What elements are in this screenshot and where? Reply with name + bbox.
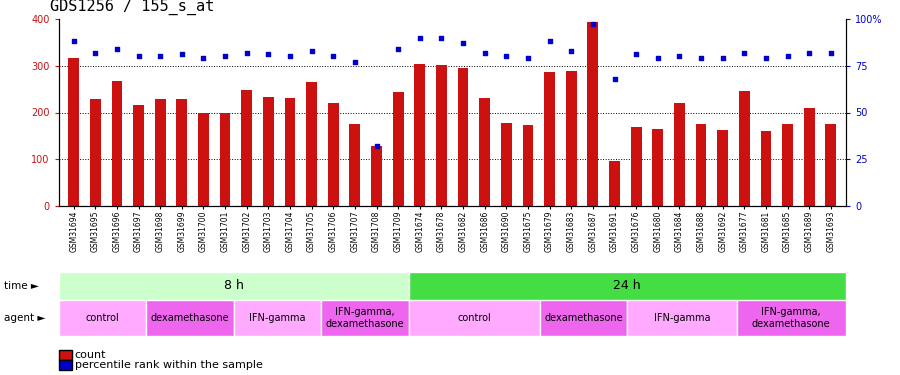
Point	[500, 53, 514, 59]
Point	[651, 55, 665, 61]
Text: time ►: time ►	[4, 281, 39, 291]
Bar	[458, 68, 469, 206]
Point	[716, 55, 730, 61]
Text: GDS1256 / 155_s_at: GDS1256 / 155_s_at	[50, 0, 214, 15]
Bar	[146, 300, 233, 336]
Point	[434, 34, 448, 40]
Bar	[782, 124, 793, 206]
Point	[564, 48, 579, 54]
Text: percentile rank within the sample: percentile rank within the sample	[75, 360, 263, 370]
Bar	[674, 103, 685, 206]
Bar	[652, 129, 663, 206]
Text: IFN-gamma: IFN-gamma	[249, 313, 305, 323]
Bar	[436, 65, 446, 206]
Bar	[90, 99, 101, 206]
Bar	[306, 82, 317, 206]
Bar	[480, 98, 491, 206]
Bar	[739, 91, 750, 206]
Point	[239, 50, 254, 55]
Bar	[825, 124, 836, 206]
Point	[824, 50, 838, 55]
Bar	[263, 97, 274, 206]
Bar	[631, 127, 642, 206]
Point	[326, 53, 340, 59]
Bar	[68, 58, 79, 206]
Bar	[717, 130, 728, 206]
Point	[802, 50, 816, 55]
Bar	[696, 124, 706, 206]
Bar	[155, 99, 166, 206]
Bar	[540, 300, 627, 336]
Bar	[233, 300, 321, 336]
Point	[131, 53, 146, 59]
Point	[88, 50, 103, 55]
Bar	[328, 103, 338, 206]
Point	[694, 55, 708, 61]
Bar	[133, 105, 144, 206]
Point	[391, 46, 405, 52]
Bar	[760, 131, 771, 206]
Text: 24 h: 24 h	[614, 279, 641, 292]
Text: control: control	[86, 313, 119, 323]
Point	[304, 48, 319, 54]
Bar	[409, 272, 846, 300]
Point	[369, 143, 383, 149]
Bar	[176, 99, 187, 206]
Bar	[112, 81, 122, 206]
Text: control: control	[457, 313, 491, 323]
Bar	[609, 161, 620, 206]
Bar	[58, 272, 409, 300]
Point	[672, 53, 687, 59]
Bar	[501, 123, 512, 206]
Text: IFN-gamma,
dexamethasone: IFN-gamma, dexamethasone	[752, 307, 831, 328]
Bar	[588, 22, 598, 206]
Text: dexamethasone: dexamethasone	[150, 313, 230, 323]
Point	[521, 55, 535, 61]
Bar	[523, 124, 534, 206]
Point	[586, 21, 600, 27]
Text: IFN-gamma: IFN-gamma	[653, 313, 710, 323]
Point	[110, 46, 124, 52]
Point	[543, 38, 557, 44]
Point	[629, 51, 643, 57]
Text: 8 h: 8 h	[223, 279, 243, 292]
Point	[347, 59, 362, 65]
Bar	[284, 99, 295, 206]
Bar	[804, 108, 814, 206]
Bar	[58, 300, 146, 336]
Bar	[392, 92, 403, 206]
Bar	[241, 90, 252, 206]
Text: agent ►: agent ►	[4, 313, 45, 323]
Point	[283, 53, 297, 59]
Text: dexamethasone: dexamethasone	[544, 313, 623, 323]
Bar	[409, 300, 540, 336]
Point	[412, 34, 427, 40]
Point	[175, 51, 189, 57]
Point	[780, 53, 795, 59]
Bar	[414, 64, 425, 206]
Point	[67, 38, 81, 44]
Point	[759, 55, 773, 61]
Bar	[736, 300, 846, 336]
Point	[456, 40, 471, 46]
Point	[196, 55, 211, 61]
Point	[153, 53, 167, 59]
Bar	[198, 113, 209, 206]
Bar	[627, 300, 736, 336]
Bar	[566, 71, 577, 206]
Bar	[371, 146, 382, 206]
Point	[218, 53, 232, 59]
Point	[261, 51, 275, 57]
Bar	[220, 113, 230, 206]
Point	[737, 50, 751, 55]
Point	[608, 76, 622, 82]
Text: IFN-gamma,
dexamethasone: IFN-gamma, dexamethasone	[326, 307, 404, 328]
Bar	[321, 300, 409, 336]
Text: count: count	[75, 350, 106, 360]
Bar	[544, 72, 555, 206]
Point	[478, 50, 492, 55]
Bar	[349, 124, 360, 206]
